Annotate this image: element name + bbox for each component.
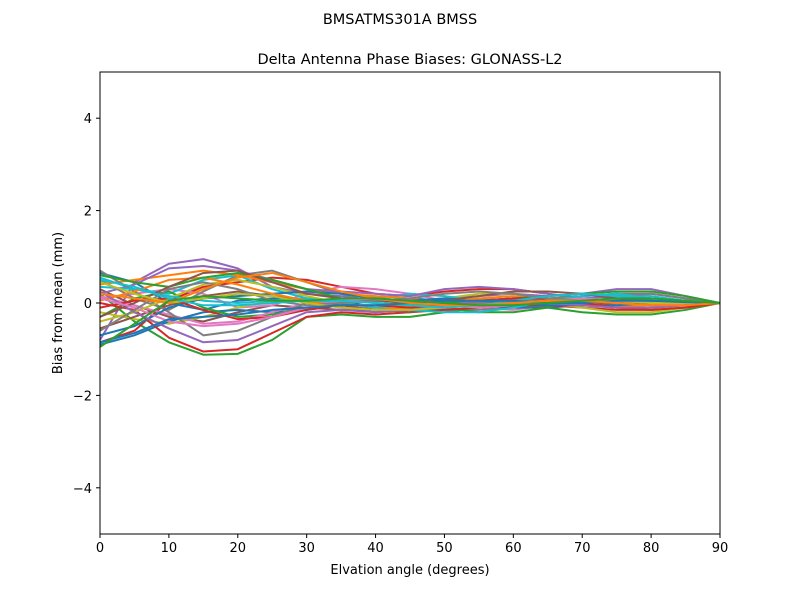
x-tick-label: 50 [436,541,453,556]
chart-title: Delta Antenna Phase Biases: GLONASS-L2 [257,52,562,68]
y-axis-label: Bias from mean (mm) [51,232,66,374]
series-line-31 [100,271,720,307]
series-line-32 [100,295,720,348]
y-tick-label: 4 [84,112,92,127]
figure-suptitle: BMSATMS301A BMSS [323,12,477,28]
x-tick-label: 90 [712,541,729,556]
y-axis-ticks: −4 −2 0 2 4 [73,112,100,497]
series-line-29 [100,278,720,309]
x-tick-label: 60 [505,541,522,556]
y-tick-label: −4 [73,482,92,497]
y-tick-label: 2 [84,205,92,220]
x-tick-label: 80 [643,541,660,556]
y-tick-label: −2 [73,389,92,404]
x-tick-label: 40 [367,541,384,556]
x-axis-ticks: 0 10 20 30 40 50 60 70 80 90 [96,534,728,556]
x-tick-label: 70 [574,541,591,556]
x-tick-label: 10 [161,541,178,556]
x-tick-label: 20 [230,541,247,556]
y-tick-label: 0 [84,297,92,312]
series-line-2 [100,292,720,356]
x-tick-label: 0 [96,541,104,556]
x-tick-label: 30 [298,541,315,556]
series-lines-group [100,258,720,356]
x-axis-label: Elvation angle (degrees) [330,563,489,578]
